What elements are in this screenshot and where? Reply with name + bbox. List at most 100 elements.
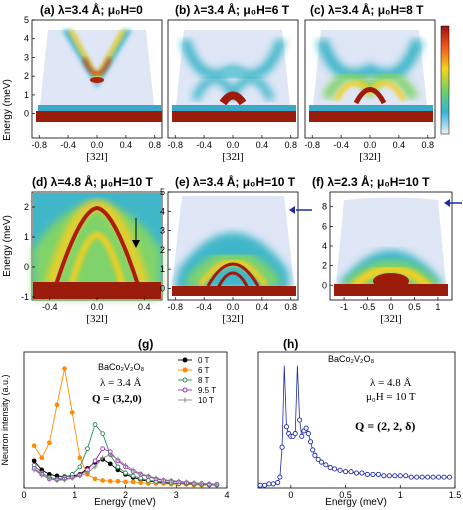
panel-c: (c) λ=3.4 Å; μ₀H=8 T — [304, 2, 450, 139]
data-point — [62, 477, 68, 483]
panel-f-xtick-label: 0 — [388, 302, 393, 312]
legend-marker — [182, 357, 188, 363]
data-point — [332, 466, 338, 472]
data-point — [425, 474, 431, 480]
panel-a-ytick-label: 3 — [24, 52, 29, 62]
panel-a-ytick-label: 2 — [24, 71, 29, 81]
data-point — [77, 455, 83, 461]
panel-h-xtick-label: 0 — [288, 490, 293, 500]
panel-g-axes: 0 1 2 3 4 — [21, 485, 230, 500]
panel-h-xtick-label: 1.5 — [449, 490, 462, 500]
data-point — [191, 480, 197, 486]
data-point — [31, 458, 37, 464]
panel-d-xtick-label: 0.4 — [138, 302, 151, 312]
panel-g-xtick-label: 1 — [72, 490, 77, 500]
panel-h-xtick-label: 1 — [398, 490, 403, 500]
data-point — [348, 469, 354, 475]
data-point — [370, 471, 376, 477]
data-point — [31, 443, 37, 449]
data-point — [310, 447, 316, 453]
data-point — [85, 446, 90, 452]
panel-e-xtick-label: 0.0 — [227, 302, 240, 312]
panel-h-q: Q = (2, 2, δ) — [355, 419, 415, 433]
data-point — [77, 473, 83, 479]
data-point — [84, 470, 90, 476]
panel-a-xtick-label: 0.8 — [149, 140, 162, 150]
panel-a-heatmap — [36, 30, 162, 122]
data-point — [446, 474, 453, 480]
data-point — [270, 481, 276, 487]
data-point — [257, 482, 263, 488]
data-point — [297, 417, 303, 423]
panel-d-xtick-label: 0.0 — [91, 302, 104, 312]
panel-f: (f) λ=2.3 Å; μ₀H=10 T — [312, 174, 462, 301]
panel-b: (b) λ=3.4 Å; μ₀H=6 T — [167, 2, 299, 139]
data-point — [305, 431, 311, 437]
panel-d-ytick-label: 0 — [24, 262, 29, 272]
panel-h-axes: 0 0.5 1 1.5 — [288, 485, 461, 500]
data-point — [392, 473, 398, 479]
panel-a-xlabel: [32l] — [86, 151, 107, 163]
data-point — [299, 433, 305, 439]
data-point — [343, 469, 349, 475]
panel-e-xtick-label: 0.4 — [256, 302, 269, 312]
data-point — [69, 410, 75, 415]
data-point — [262, 482, 268, 488]
panel-f-xtick-label: 1 — [435, 302, 440, 312]
panel-b-xtick-label: -0.8 — [167, 140, 183, 150]
panel-g: (g) Neutron intensity (a.u.) Energy (meV… — [0, 337, 230, 508]
data-point — [199, 480, 205, 486]
data-point — [130, 467, 136, 473]
panel-b-heatmap — [172, 30, 296, 122]
data-point — [153, 475, 159, 481]
data-point — [161, 477, 167, 483]
panel-d-xlabel: [32l] — [86, 313, 107, 325]
panel-g-ylabel: Neutron intensity (a.u.) — [0, 374, 10, 465]
data-point — [386, 473, 392, 479]
data-point — [436, 474, 442, 480]
data-point — [353, 470, 360, 476]
panel-e-xtick-label: -0.8 — [167, 302, 183, 312]
data-point — [183, 479, 189, 485]
panel-a: (a) λ=3.4 Å; μ₀H=0 — [31, 2, 163, 139]
panel-e-xtick-label: 0.8 — [285, 302, 298, 312]
data-point — [303, 425, 309, 431]
data-point — [39, 472, 45, 478]
panel-d-ytick-label: -1 — [21, 292, 29, 302]
data-point — [381, 473, 387, 479]
panel-f-title: (f) λ=2.3 Å; μ₀H=10 T — [312, 174, 430, 189]
panel-e-xlabel: [32l] — [222, 313, 243, 325]
panel-a-xtick-label: -0.4 — [60, 140, 76, 150]
panel-f-ytick-label: 0 — [322, 280, 327, 290]
legend-label: 10 T — [198, 396, 214, 405]
panel-e-ytick-label: 3 — [160, 226, 165, 236]
panel-e-ytick-label: 5 — [160, 187, 165, 197]
panel-g-compound: BaCo₂V₂O₈ — [98, 362, 145, 372]
data-point — [283, 424, 290, 430]
data-point — [100, 478, 106, 483]
panel-e-ytick-label: 2 — [160, 245, 165, 255]
data-point — [92, 464, 98, 470]
data-point — [130, 479, 136, 485]
data-point — [123, 479, 128, 485]
panel-b-xtick-label: 0.4 — [256, 140, 269, 150]
panel-a-xtick-label: 0.4 — [120, 140, 133, 150]
panel-g-xtick-label: 0 — [21, 490, 26, 500]
data-point — [145, 473, 151, 479]
data-point — [279, 444, 285, 450]
data-point — [107, 461, 113, 467]
data-point — [359, 470, 365, 476]
data-point — [92, 476, 98, 482]
panel-a-ytick-label: 0 — [24, 109, 29, 119]
data-point — [266, 481, 272, 487]
panel-c-xtick-label: 0.8 — [422, 140, 435, 150]
panel-g-xtick-label: 2 — [123, 490, 128, 500]
panel-g-title: (g) — [138, 337, 153, 351]
data-point — [364, 471, 370, 477]
data-point — [92, 458, 98, 464]
legend-marker — [182, 377, 188, 383]
panel-f-ytick-label: 8 — [322, 202, 327, 212]
data-point — [115, 456, 121, 462]
